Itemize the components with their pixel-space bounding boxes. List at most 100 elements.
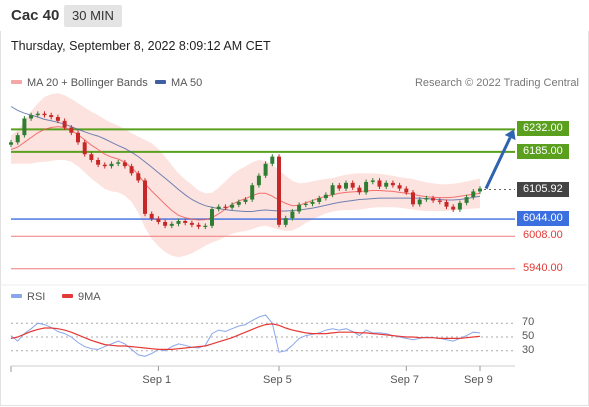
top-bar: Cac 40 30 MIN: [0, 0, 589, 31]
legend-ma50-label: MA 50: [171, 77, 203, 89]
legend-ma50: MA 50: [155, 77, 202, 89]
rsi-ma-swatch: [62, 294, 73, 299]
candle-body-24: [169, 223, 174, 226]
candle-body-22: [156, 218, 161, 222]
timeframe-button[interactable]: 30 MIN: [64, 5, 122, 27]
rsi-tick-label-0: 70: [522, 316, 535, 329]
candle-body-57: [390, 182, 395, 186]
candle-body-2: [22, 118, 27, 136]
candle-body-20: [143, 180, 147, 214]
candle-body-61: [417, 199, 422, 205]
candle-body-63: [431, 198, 436, 201]
projection-arrow-shaft: [484, 136, 512, 190]
legend-ma20: MA 20 + Bollinger Bands: [11, 77, 148, 89]
candle-body-54: [370, 180, 375, 182]
legend-rsi: RSI: [11, 291, 45, 303]
candle-body-46: [317, 198, 322, 202]
x-tick-label-3: Sep 9: [464, 374, 493, 386]
rsi-panel: [10, 314, 515, 372]
candle-body-10: [76, 132, 80, 143]
ma50-line: [10, 106, 481, 212]
candle-body-55: [377, 180, 382, 187]
candle-body-53: [364, 181, 369, 193]
level-tag-1: 6185.00: [517, 143, 569, 159]
candle-body-1: [15, 135, 20, 143]
candle-body-37: [256, 175, 261, 186]
x-tick-label-1: Sep 5: [263, 374, 292, 386]
candle-body-30: [210, 209, 214, 226]
legend-rsi-ma-label: 9MA: [78, 291, 101, 303]
level-tag-3: 6008.00: [523, 229, 563, 242]
candle-body-28: [196, 224, 201, 227]
bollinger-bands: [11, 93, 480, 258]
last-price-tag: 6105.92: [517, 181, 569, 197]
candle-body-36: [250, 185, 255, 200]
candle-body-52: [357, 187, 362, 193]
x-tick-label-0: Sep 1: [142, 374, 172, 386]
legend-rsi-ma: 9MA: [62, 291, 101, 303]
candle-body-33: [230, 204, 235, 208]
candle-body-60: [411, 192, 415, 205]
rsi-tick-label-2: 30: [522, 343, 535, 356]
candle-body-39: [270, 156, 275, 164]
candle-body-45: [310, 201, 315, 204]
candle-body-23: [163, 221, 168, 226]
candle-body-17: [122, 162, 127, 167]
candle-body-56: [384, 182, 389, 187]
candle-body-27: [189, 222, 194, 225]
level-tag-4: 5940.00: [523, 261, 563, 274]
candle-body-11: [82, 142, 87, 155]
candle-body-64: [437, 200, 442, 202]
candle-body-50: [344, 182, 348, 189]
candle-body-40: [277, 156, 281, 225]
legend-rsi-label: RSI: [27, 291, 46, 303]
candle-body-44: [303, 203, 308, 206]
candle-body-5: [42, 113, 47, 116]
candle-body-65: [444, 201, 449, 207]
candle-body-35: [243, 199, 248, 202]
candle-body-67: [457, 202, 462, 210]
candle-body-21: [149, 213, 154, 219]
candle-body-12: [89, 154, 94, 160]
candle-body-59: [404, 188, 409, 193]
ma50-swatch: [155, 80, 166, 85]
ma20-swatch: [11, 80, 22, 85]
candle-body-69: [471, 191, 476, 198]
candle-body-9: [69, 127, 74, 133]
candle-body-14: [102, 164, 107, 167]
legend-ma20-label: MA 20 + Bollinger Bands: [27, 77, 148, 89]
candle-body-41: [283, 218, 288, 225]
candle-body-6: [49, 115, 54, 118]
rsi-tick-label-1: 50: [522, 330, 535, 342]
candle-body-62: [424, 198, 429, 200]
candle-body-51: [350, 182, 355, 188]
candle-body-70: [478, 188, 482, 192]
candle-body-68: [464, 197, 469, 203]
candle-body-13: [96, 159, 101, 165]
candle-body-38: [263, 163, 268, 176]
candle-body-16: [116, 162, 121, 164]
candle-body-43: [297, 204, 302, 212]
rsi-ma-line: [10, 323, 481, 350]
level-tag-0: 6232.00: [517, 121, 569, 137]
candle-body-66: [451, 206, 456, 210]
rsi-line: [10, 314, 481, 357]
candle-body-49: [337, 185, 342, 189]
projection-arrow-head: [504, 129, 516, 141]
rsi-swatch: [11, 294, 22, 299]
candle-body-15: [109, 163, 114, 167]
candle-body-25: [176, 221, 181, 224]
instrument-name: Cac 40: [11, 7, 60, 24]
candle-body-42: [290, 211, 295, 219]
candle-body-0: [9, 142, 13, 145]
candle-body-58: [397, 185, 402, 189]
candle-body-31: [216, 206, 221, 210]
price-panel: [0, 93, 587, 286]
candle-body-34: [236, 201, 241, 205]
candle-body-19: [136, 173, 141, 181]
candle-body-4: [35, 113, 40, 116]
candle-body-26: [183, 221, 188, 223]
candle-body-8: [62, 120, 67, 128]
candle-body-32: [223, 206, 228, 208]
